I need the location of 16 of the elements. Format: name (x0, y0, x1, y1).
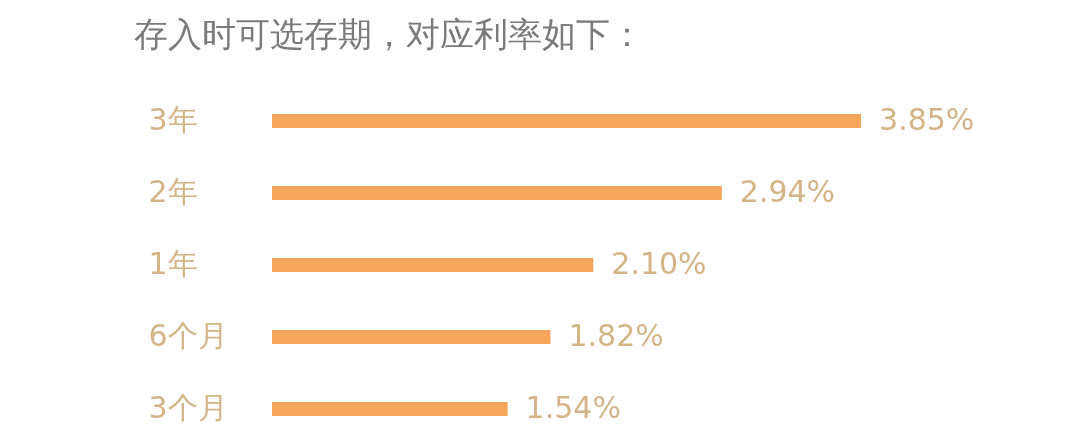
data-label: 1.54% (525, 390, 621, 425)
bar (272, 402, 508, 416)
y-tick-label: 6个月 (148, 318, 228, 353)
data-label: 3.85% (879, 102, 975, 137)
bar (272, 114, 862, 128)
bar (272, 186, 722, 200)
data-label: 2.10% (611, 246, 707, 281)
data-label: 2.94% (739, 174, 836, 209)
y-tick-label: 1年 (148, 246, 198, 281)
bar (272, 330, 551, 344)
y-tick-label: 3年 (148, 102, 198, 137)
y-tick-label: 3个月 (148, 390, 228, 425)
y-tick-label: 2年 (148, 174, 198, 209)
chart-title: 存入时可选存期，对应利率如下： (134, 14, 644, 54)
data-label: 1.82% (568, 318, 664, 353)
bar (272, 258, 594, 272)
